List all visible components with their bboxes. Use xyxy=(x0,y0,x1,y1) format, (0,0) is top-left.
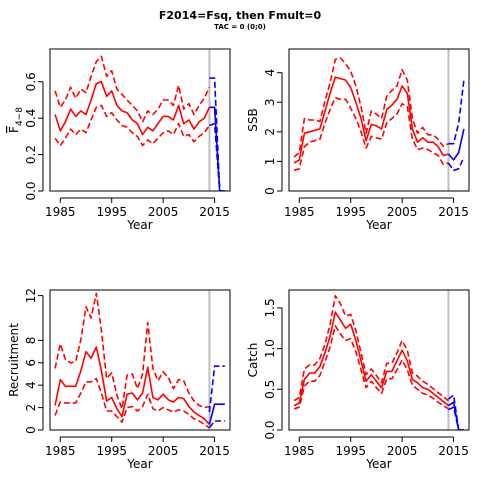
ssb-x-axis: 1985 1995 2005 2015 xyxy=(284,197,469,219)
ssb-projection-lower-line xyxy=(447,156,465,172)
fishing-mortality-history-lower-line xyxy=(54,104,211,147)
fishing-mortality-plot-frame xyxy=(49,48,231,192)
recruitment-x-axis: 1985 1995 2005 2015 xyxy=(45,436,230,458)
fishing-mortality-y-axis: 0.0 0.2 0.4 0.6 xyxy=(24,72,44,201)
recruitment-y-axis: 0 2 4 6 8 12 xyxy=(24,288,44,434)
figure-title: F2014=Fsq, then Fmult=0 xyxy=(158,9,322,22)
recruitment-y-tick-label: 4 xyxy=(24,381,38,389)
fishing-mortality-x-tick-label: 2015 xyxy=(199,205,230,219)
catch-y-tick-label: 1.0 xyxy=(263,339,277,358)
panel-catch: 1985 1995 2005 2015 Year 0.0 0.5 1.0 1.5 Catch xyxy=(246,289,470,471)
catch-x-tick-label: 1985 xyxy=(284,444,315,458)
ssb-x-tick-label: 2015 xyxy=(438,205,469,219)
fishing-mortality-y-tick-label: 0.2 xyxy=(24,145,38,164)
ssb-y-axis: 0 1 2 3 4 xyxy=(263,69,283,195)
fishing-mortality-y-tick-label: 0.0 xyxy=(24,181,38,200)
recruitment-projection-lower-line xyxy=(208,420,225,429)
fishing-mortality-x-tick-label: 2005 xyxy=(148,205,179,219)
fishing-mortality-projection-lower-line xyxy=(209,122,225,191)
catch-projection-lower-line xyxy=(448,406,464,430)
catch-history-lower-line xyxy=(293,324,449,410)
catch-y-tick-label: 1.5 xyxy=(263,298,277,317)
recruitment-history-lower-line xyxy=(54,377,210,429)
catch-x-tick-label: 2015 xyxy=(438,444,469,458)
catch-projection-upper-line xyxy=(447,394,464,430)
recruitment-x-axis-label: Year xyxy=(126,457,152,471)
recruitment-projection-upper-line xyxy=(208,365,225,413)
recruitment-projection-median-line xyxy=(208,403,225,425)
fishing-mortality-y-tick-label: 0.4 xyxy=(24,109,38,128)
panel-fishing-mortality: 1985 1995 2005 2015 Year 0.0 0.2 0.4 0.6 F4−8 xyxy=(7,48,231,232)
catch-plot-frame xyxy=(288,289,470,431)
ssb-projection-median-line xyxy=(447,128,465,161)
fishing-mortality-x-axis: 1985 1995 2005 2015 xyxy=(45,197,230,219)
fishing-mortality-x-tick-label: 1995 xyxy=(96,205,127,219)
recruitment-x-tick-label: 2015 xyxy=(199,444,230,458)
catch-x-tick-label: 2005 xyxy=(387,444,418,458)
fishing-mortality-history-median-line xyxy=(54,81,211,136)
fishing-mortality-y-tick-label: 0.6 xyxy=(24,72,38,91)
ssb-x-axis-label: Year xyxy=(365,218,391,232)
recruitment-y-tick-label: 8 xyxy=(24,337,38,345)
recruitment-y-tick-label: 0 xyxy=(24,426,38,434)
recruitment-y-tick-label: 6 xyxy=(24,359,38,367)
ssb-history-lower-line xyxy=(293,97,449,172)
ssb-plot-frame xyxy=(288,48,470,192)
catch-x-axis: 1985 1995 2005 2015 xyxy=(284,436,469,458)
fishing-mortality-x-axis-label: Year xyxy=(126,218,152,232)
recruitment-history-upper-line xyxy=(54,292,210,410)
catch-y-axis-label: Catch xyxy=(246,343,260,378)
catch-history-median-line xyxy=(293,311,449,407)
ssb-y-axis-label: SSB xyxy=(246,108,260,131)
recruitment-plot-frame xyxy=(49,289,231,431)
recruitment-x-tick-label: 2005 xyxy=(148,444,179,458)
ssb-y-tick-label: 4 xyxy=(263,69,277,77)
fishing-mortality-y-axis-label: F4−8 xyxy=(7,107,25,133)
fishing-mortality-x-tick-label: 1985 xyxy=(45,205,76,219)
ssb-x-tick-label: 1995 xyxy=(335,205,366,219)
catch-history-upper-line xyxy=(293,294,449,402)
figure-subtitle: TAC = 0 (0;0) xyxy=(214,23,266,31)
catch-y-tick-label: 0.0 xyxy=(263,420,277,439)
ssb-y-tick-label: 3 xyxy=(263,98,277,106)
recruitment-y-tick-label: 12 xyxy=(24,288,38,303)
ssb-history-median-line xyxy=(293,76,449,164)
catch-x-axis-label: Year xyxy=(365,457,391,471)
recruitment-x-tick-label: 1985 xyxy=(45,444,76,458)
catch-y-tick-label: 0.5 xyxy=(263,380,277,399)
recruitment-y-axis-label: Recruitment xyxy=(7,323,21,397)
recruitment-x-tick-label: 1995 xyxy=(96,444,127,458)
ssb-y-tick-label: 2 xyxy=(263,128,277,136)
ssb-x-tick-label: 1985 xyxy=(284,205,315,219)
catch-x-tick-label: 1995 xyxy=(335,444,366,458)
ssb-y-tick-label: 1 xyxy=(263,158,277,166)
ssb-projection-upper-line xyxy=(448,80,465,145)
recruitment-y-tick-label: 2 xyxy=(24,404,38,412)
fishing-mortality-projection-upper-line xyxy=(209,77,225,191)
ssb-y-tick-label: 0 xyxy=(263,187,277,195)
recruitment-history-median-line xyxy=(54,346,210,425)
fishing-mortality-history-upper-line xyxy=(54,55,211,123)
ssb-x-tick-label: 2005 xyxy=(387,205,418,219)
panel-recruitment: 1985 1995 2005 2015 Year 0 2 4 6 8 12 Recruitment xyxy=(7,288,231,471)
panel-ssb: 1985 1995 2005 2015 Year 0 1 2 3 4 SSB xyxy=(246,48,470,232)
catch-y-axis: 0.0 0.5 1.0 1.5 xyxy=(263,298,283,440)
ssb-history-upper-line xyxy=(293,57,449,158)
